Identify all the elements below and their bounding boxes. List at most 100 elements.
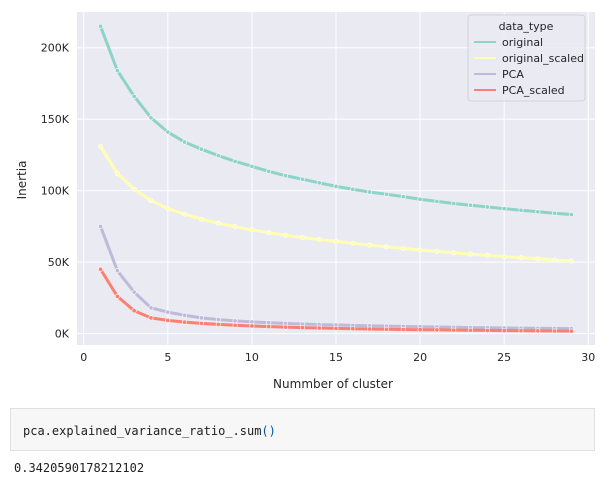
data-point [232,158,238,164]
data-point [501,254,507,260]
x-tick-label: 25 [497,351,511,364]
data-point [198,146,204,152]
data-point [518,328,524,334]
data-point [165,309,171,315]
data-point [198,320,204,326]
data-point [552,328,558,334]
code-parens: () [261,424,276,438]
axis-ticks: 0 5 10 15 20 25 30 0K 50K 100K 150K 200K [41,42,595,364]
cell-output: 0.3420590178212102 [14,461,145,475]
data-point [552,257,558,263]
data-point [98,266,104,272]
x-tick-label: 20 [413,351,427,364]
data-point [400,245,406,251]
data-point [249,227,255,233]
data-point [249,323,255,329]
data-point [535,209,541,215]
data-point [283,232,289,238]
y-tick-label: 200K [41,42,70,55]
data-point [316,325,322,331]
data-point [148,315,154,321]
data-point [232,318,238,324]
data-point [518,207,524,213]
legend-label: PCA_scaled [502,84,565,97]
series-original-scaled [98,143,574,264]
x-tick-label: 0 [80,351,87,364]
data-point [568,212,574,218]
data-point [299,235,305,241]
data-point [568,328,574,334]
data-point [249,163,255,169]
data-point [283,173,289,179]
data-point [333,325,339,331]
y-tick-label: 100K [41,185,70,198]
y-tick-label: 0K [55,328,70,341]
x-tick-label: 15 [329,351,343,364]
data-point [131,308,137,314]
data-point [400,194,406,200]
data-point [434,327,440,333]
data-point [333,238,339,244]
grid-lines [77,12,595,345]
data-point [114,293,120,299]
legend-box [467,14,586,102]
data-point [316,237,322,243]
data-point [114,268,120,274]
data-point [468,251,474,257]
data-point [468,202,474,208]
data-point [182,139,188,145]
data-point [417,247,423,253]
data-point [367,326,373,332]
data-point [98,223,104,229]
data-point [501,328,507,334]
data-point [98,23,104,29]
data-point [350,186,356,192]
data-point [98,143,104,149]
data-point [299,176,305,182]
data-point [383,244,389,250]
legend-label: original_scaled [502,52,584,65]
data-point [283,324,289,330]
x-axis-label: Nummber of cluster [273,377,393,391]
data-point [484,252,490,258]
series-pca-scaled [98,266,574,334]
data-point [367,189,373,195]
data-point [182,312,188,318]
data-point [535,256,541,262]
y-tick-label: 50K [48,256,70,269]
data-point [451,250,457,256]
data-point [484,327,490,333]
data-point [417,196,423,202]
data-point [266,230,272,236]
data-point [198,216,204,222]
code-text: pca.explained_variance_ratio_.sum [23,424,262,438]
series-original [98,23,574,218]
data-point [215,321,221,327]
data-point [333,183,339,189]
data-point [468,327,474,333]
data-point [451,327,457,333]
legend: data_type original original_scaled PCA PCA_… [467,14,586,102]
data-point [114,68,120,74]
code-cell[interactable]: pca.explained_variance_ratio_.sum() [10,408,595,451]
data-point [198,315,204,321]
data-point [165,317,171,323]
legend-title: data_type [499,20,554,33]
legend-label: original [502,36,543,49]
inertia-line-chart: 0 5 10 15 20 25 30 0K 50K 100K 150K 200K Nummber of… [15,12,595,391]
x-tick-label: 5 [164,351,171,364]
data-point [266,168,272,174]
legend-label: PCA [502,68,524,81]
data-point [434,198,440,204]
data-point [232,322,238,328]
data-point [535,328,541,334]
data-point [249,319,255,325]
data-point [451,201,457,207]
data-point [148,115,154,121]
data-point [299,325,305,331]
y-tick-label: 150K [41,113,70,126]
data-point [501,206,507,212]
data-point [165,129,171,135]
data-point [131,186,137,192]
data-point [434,248,440,254]
